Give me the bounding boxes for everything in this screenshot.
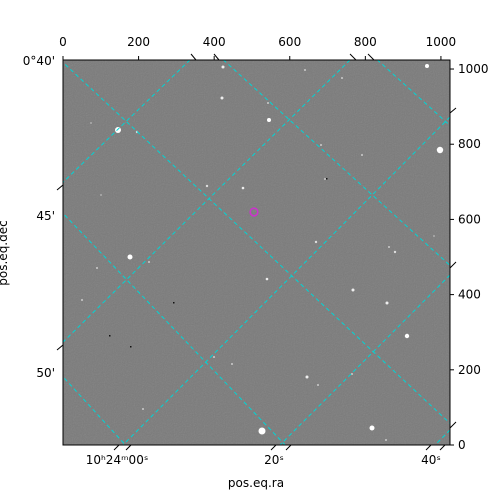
ra-tick-label: 20ˢ [264, 453, 284, 467]
grid-line [376, 60, 450, 127]
grid-line [63, 60, 351, 343]
top-tick-label: 600 [278, 35, 301, 49]
star [241, 186, 245, 190]
grid-line [222, 60, 450, 267]
grid-line [63, 212, 286, 445]
star [341, 77, 343, 79]
star [265, 277, 269, 281]
star [385, 439, 387, 441]
star [388, 246, 390, 248]
top-axis-ticks: 0 200 400 600 800 1000 [59, 35, 456, 60]
top-tick-label: 200 [127, 35, 150, 49]
star [393, 250, 397, 254]
dec-tick-label: 0°40' [23, 54, 55, 68]
stars [81, 64, 444, 441]
star [267, 102, 269, 104]
target-marker [249, 207, 259, 217]
star [220, 96, 224, 100]
x-axis-label: pos.eq.ra [228, 476, 284, 490]
ra-tick-label: 10ʰ24ᵐ00ˢ [86, 453, 149, 467]
top-tick-label: 800 [354, 35, 377, 49]
grid-line [122, 116, 450, 445]
star [115, 127, 121, 133]
right-tick-label: 1000 [458, 62, 489, 76]
star [320, 144, 322, 146]
star [351, 373, 353, 375]
y-axis-label: pos.eq.dec [0, 220, 10, 285]
star [369, 425, 375, 431]
hot-pixel [130, 346, 132, 348]
right-tick-label: 600 [458, 212, 481, 226]
plot-frame [62, 59, 451, 446]
hot-pixel [326, 178, 328, 180]
star [425, 64, 429, 68]
grid-line [63, 60, 191, 183]
star [90, 122, 92, 124]
star [385, 301, 389, 305]
grid-line [63, 61, 450, 425]
star [305, 375, 309, 379]
star [100, 194, 102, 196]
top-tick-label: 400 [203, 35, 226, 49]
star [148, 261, 150, 263]
right-tick-label: 200 [458, 363, 481, 377]
right-tick-label: 400 [458, 288, 481, 302]
star [317, 384, 319, 386]
star [258, 427, 266, 435]
star [314, 240, 318, 244]
star [361, 154, 363, 156]
ra-tick-label: 40ˢ [421, 453, 441, 467]
hot-pixel [173, 302, 175, 304]
grid-edge-ticks [56, 53, 457, 451]
dec-tick-labels: 0°40' 45' 50' [23, 54, 55, 380]
star [433, 235, 435, 237]
star [221, 65, 225, 69]
coordinate-grid [63, 60, 450, 445]
image-noise [63, 60, 450, 445]
star [267, 118, 271, 122]
star [205, 184, 209, 188]
grid-line [434, 429, 450, 445]
right-axis-ticks: 0 200 400 600 800 1000 [450, 62, 489, 452]
top-tick-label: 0 [59, 35, 67, 49]
star [436, 146, 444, 154]
star [231, 363, 233, 365]
star [324, 178, 326, 180]
star [304, 69, 306, 71]
star [127, 254, 133, 260]
right-tick-label: 0 [458, 438, 466, 452]
star [96, 267, 98, 269]
star [404, 333, 410, 339]
star [351, 288, 355, 292]
grid-line [279, 274, 450, 445]
dec-tick-label: 45' [36, 209, 55, 223]
grid-line [63, 376, 127, 445]
dec-tick-label: 50' [36, 366, 55, 380]
star [213, 356, 215, 358]
ra-tick-labels: 10ʰ24ᵐ00ˢ 20ˢ 40ˢ [86, 453, 441, 467]
right-tick-label: 800 [458, 137, 481, 151]
star [142, 408, 144, 410]
star [81, 299, 83, 301]
top-tick-label: 1000 [426, 35, 457, 49]
hot-pixel [109, 335, 111, 337]
